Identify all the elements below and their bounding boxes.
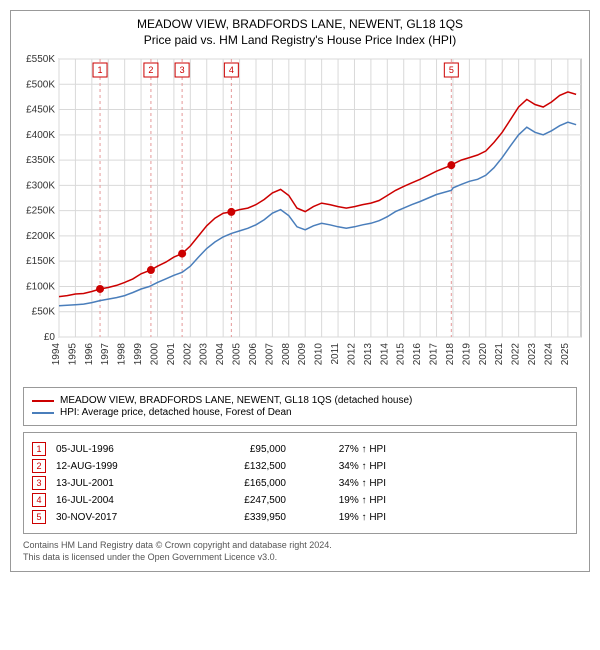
sale-price: £165,000	[186, 478, 286, 489]
svg-text:2007: 2007	[264, 343, 275, 366]
legend-row: MEADOW VIEW, BRADFORDS LANE, NEWENT, GL1…	[32, 395, 568, 406]
sale-marker-badge: 5	[32, 510, 46, 524]
svg-text:2021: 2021	[494, 343, 505, 366]
svg-text:2000: 2000	[149, 343, 160, 366]
footer-line-1: Contains HM Land Registry data © Crown c…	[23, 540, 577, 552]
sales-table: 1 05-JUL-1996 £95,000 27% ↑ HPI 2 12-AUG-1999…	[23, 432, 577, 534]
legend-row: HPI: Average price, detached house, Fore…	[32, 407, 568, 418]
svg-text:1: 1	[98, 65, 103, 75]
sale-date: 05-JUL-1996	[56, 444, 176, 455]
svg-text:£200K: £200K	[26, 231, 55, 242]
svg-text:2004: 2004	[215, 343, 226, 366]
sale-date: 12-AUG-1999	[56, 461, 176, 472]
table-row: 5 30-NOV-2017 £339,950 19% ↑ HPI	[32, 510, 568, 524]
svg-text:2005: 2005	[232, 343, 243, 366]
svg-text:£100K: £100K	[26, 281, 55, 292]
svg-text:3: 3	[180, 65, 185, 75]
sale-diff: 19% ↑ HPI	[296, 495, 386, 506]
svg-text:£400K: £400K	[26, 130, 55, 141]
svg-text:1996: 1996	[84, 343, 95, 366]
sale-price: £95,000	[186, 444, 286, 455]
sale-marker-badge: 4	[32, 493, 46, 507]
svg-text:2020: 2020	[478, 343, 489, 366]
svg-text:2022: 2022	[511, 343, 522, 366]
legend-swatch	[32, 412, 54, 414]
sale-price: £339,950	[186, 512, 286, 523]
svg-text:1999: 1999	[133, 343, 144, 366]
chart-subtitle: Price paid vs. HM Land Registry's House …	[15, 33, 585, 47]
chart-title: MEADOW VIEW, BRADFORDS LANE, NEWENT, GL1…	[15, 17, 585, 31]
svg-text:2024: 2024	[543, 343, 554, 366]
svg-text:4: 4	[229, 65, 234, 75]
svg-text:2006: 2006	[248, 343, 259, 366]
chart-container: MEADOW VIEW, BRADFORDS LANE, NEWENT, GL1…	[10, 10, 590, 572]
sale-marker-badge: 3	[32, 476, 46, 490]
sale-diff: 27% ↑ HPI	[296, 444, 386, 455]
table-row: 1 05-JUL-1996 £95,000 27% ↑ HPI	[32, 442, 568, 456]
sale-price: £132,500	[186, 461, 286, 472]
svg-text:2002: 2002	[182, 343, 193, 366]
legend-label: HPI: Average price, detached house, Fore…	[60, 407, 292, 418]
svg-text:£500K: £500K	[26, 79, 55, 90]
sale-marker-badge: 2	[32, 459, 46, 473]
svg-text:2013: 2013	[363, 343, 374, 366]
svg-text:2: 2	[148, 65, 153, 75]
sale-date: 30-NOV-2017	[56, 512, 176, 523]
svg-text:2003: 2003	[199, 343, 210, 366]
svg-text:2008: 2008	[281, 343, 292, 366]
legend-swatch	[32, 400, 54, 402]
svg-text:2001: 2001	[166, 343, 177, 366]
svg-text:£300K: £300K	[26, 180, 55, 191]
sale-date: 13-JUL-2001	[56, 478, 176, 489]
chart-area: £0 £50K £100K £150K £200K £250K £300K £350K £400…	[11, 51, 589, 381]
svg-text:£50K: £50K	[32, 307, 56, 318]
table-row: 4 16-JUL-2004 £247,500 19% ↑ HPI	[32, 493, 568, 507]
svg-text:1995: 1995	[67, 343, 78, 366]
table-row: 3 13-JUL-2001 £165,000 34% ↑ HPI	[32, 476, 568, 490]
svg-text:2014: 2014	[379, 343, 390, 366]
svg-text:2010: 2010	[314, 343, 325, 366]
line-chart-svg: £0 £50K £100K £150K £200K £250K £300K £350K £400…	[11, 51, 589, 381]
legend-label: MEADOW VIEW, BRADFORDS LANE, NEWENT, GL1…	[60, 395, 412, 406]
svg-text:1994: 1994	[51, 343, 62, 366]
svg-text:2023: 2023	[527, 343, 538, 366]
svg-text:2009: 2009	[297, 343, 308, 366]
title-block: MEADOW VIEW, BRADFORDS LANE, NEWENT, GL1…	[11, 11, 589, 51]
svg-text:£350K: £350K	[26, 155, 55, 166]
svg-text:£0: £0	[44, 332, 56, 343]
svg-text:2018: 2018	[445, 343, 456, 366]
sale-diff: 34% ↑ HPI	[296, 478, 386, 489]
svg-text:£550K: £550K	[26, 54, 55, 65]
table-row: 2 12-AUG-1999 £132,500 34% ↑ HPI	[32, 459, 568, 473]
sale-date: 16-JUL-2004	[56, 495, 176, 506]
footer-attribution: Contains HM Land Registry data © Crown c…	[23, 540, 577, 563]
svg-text:2011: 2011	[330, 343, 341, 365]
svg-text:£250K: £250K	[26, 206, 55, 217]
svg-text:£150K: £150K	[26, 256, 55, 267]
svg-text:2016: 2016	[412, 343, 423, 366]
svg-text:5: 5	[449, 65, 454, 75]
svg-text:1998: 1998	[117, 343, 128, 366]
svg-text:£450K: £450K	[26, 105, 55, 116]
footer-line-2: This data is licensed under the Open Gov…	[23, 552, 577, 564]
svg-text:1997: 1997	[100, 343, 111, 366]
sale-price: £247,500	[186, 495, 286, 506]
legend: MEADOW VIEW, BRADFORDS LANE, NEWENT, GL1…	[23, 387, 577, 426]
sale-diff: 19% ↑ HPI	[296, 512, 386, 523]
svg-text:2015: 2015	[396, 343, 407, 366]
svg-text:2017: 2017	[429, 343, 440, 366]
svg-text:2012: 2012	[346, 343, 357, 366]
svg-text:2019: 2019	[461, 343, 472, 366]
svg-text:2025: 2025	[560, 343, 571, 366]
sale-marker-badge: 1	[32, 442, 46, 456]
sale-diff: 34% ↑ HPI	[296, 461, 386, 472]
